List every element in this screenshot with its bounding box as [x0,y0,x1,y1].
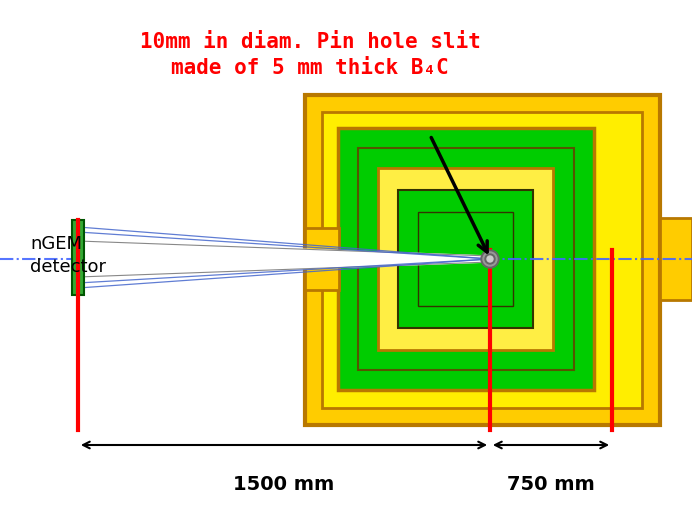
Circle shape [481,250,499,268]
Bar [305,228,339,290]
Circle shape [485,254,495,264]
Text: 750 mm: 750 mm [507,475,595,494]
Circle shape [487,256,493,262]
Text: 10mm in diam. Pin hole slit: 10mm in diam. Pin hole slit [140,32,480,52]
Bar [358,148,574,370]
Bar [398,190,533,328]
Bar [660,218,692,300]
Text: detector: detector [30,258,106,276]
Bar [305,95,660,425]
Bar [378,168,553,350]
Text: 1500 mm: 1500 mm [233,475,335,494]
Text: made of 5 mm thick B₄C: made of 5 mm thick B₄C [171,58,449,78]
Bar [322,112,642,408]
Circle shape [483,252,497,266]
Bar [338,128,594,390]
Bar [418,212,513,306]
Polygon shape [78,241,490,277]
Text: nGEM: nGEM [30,235,82,253]
Bar [72,220,84,295]
